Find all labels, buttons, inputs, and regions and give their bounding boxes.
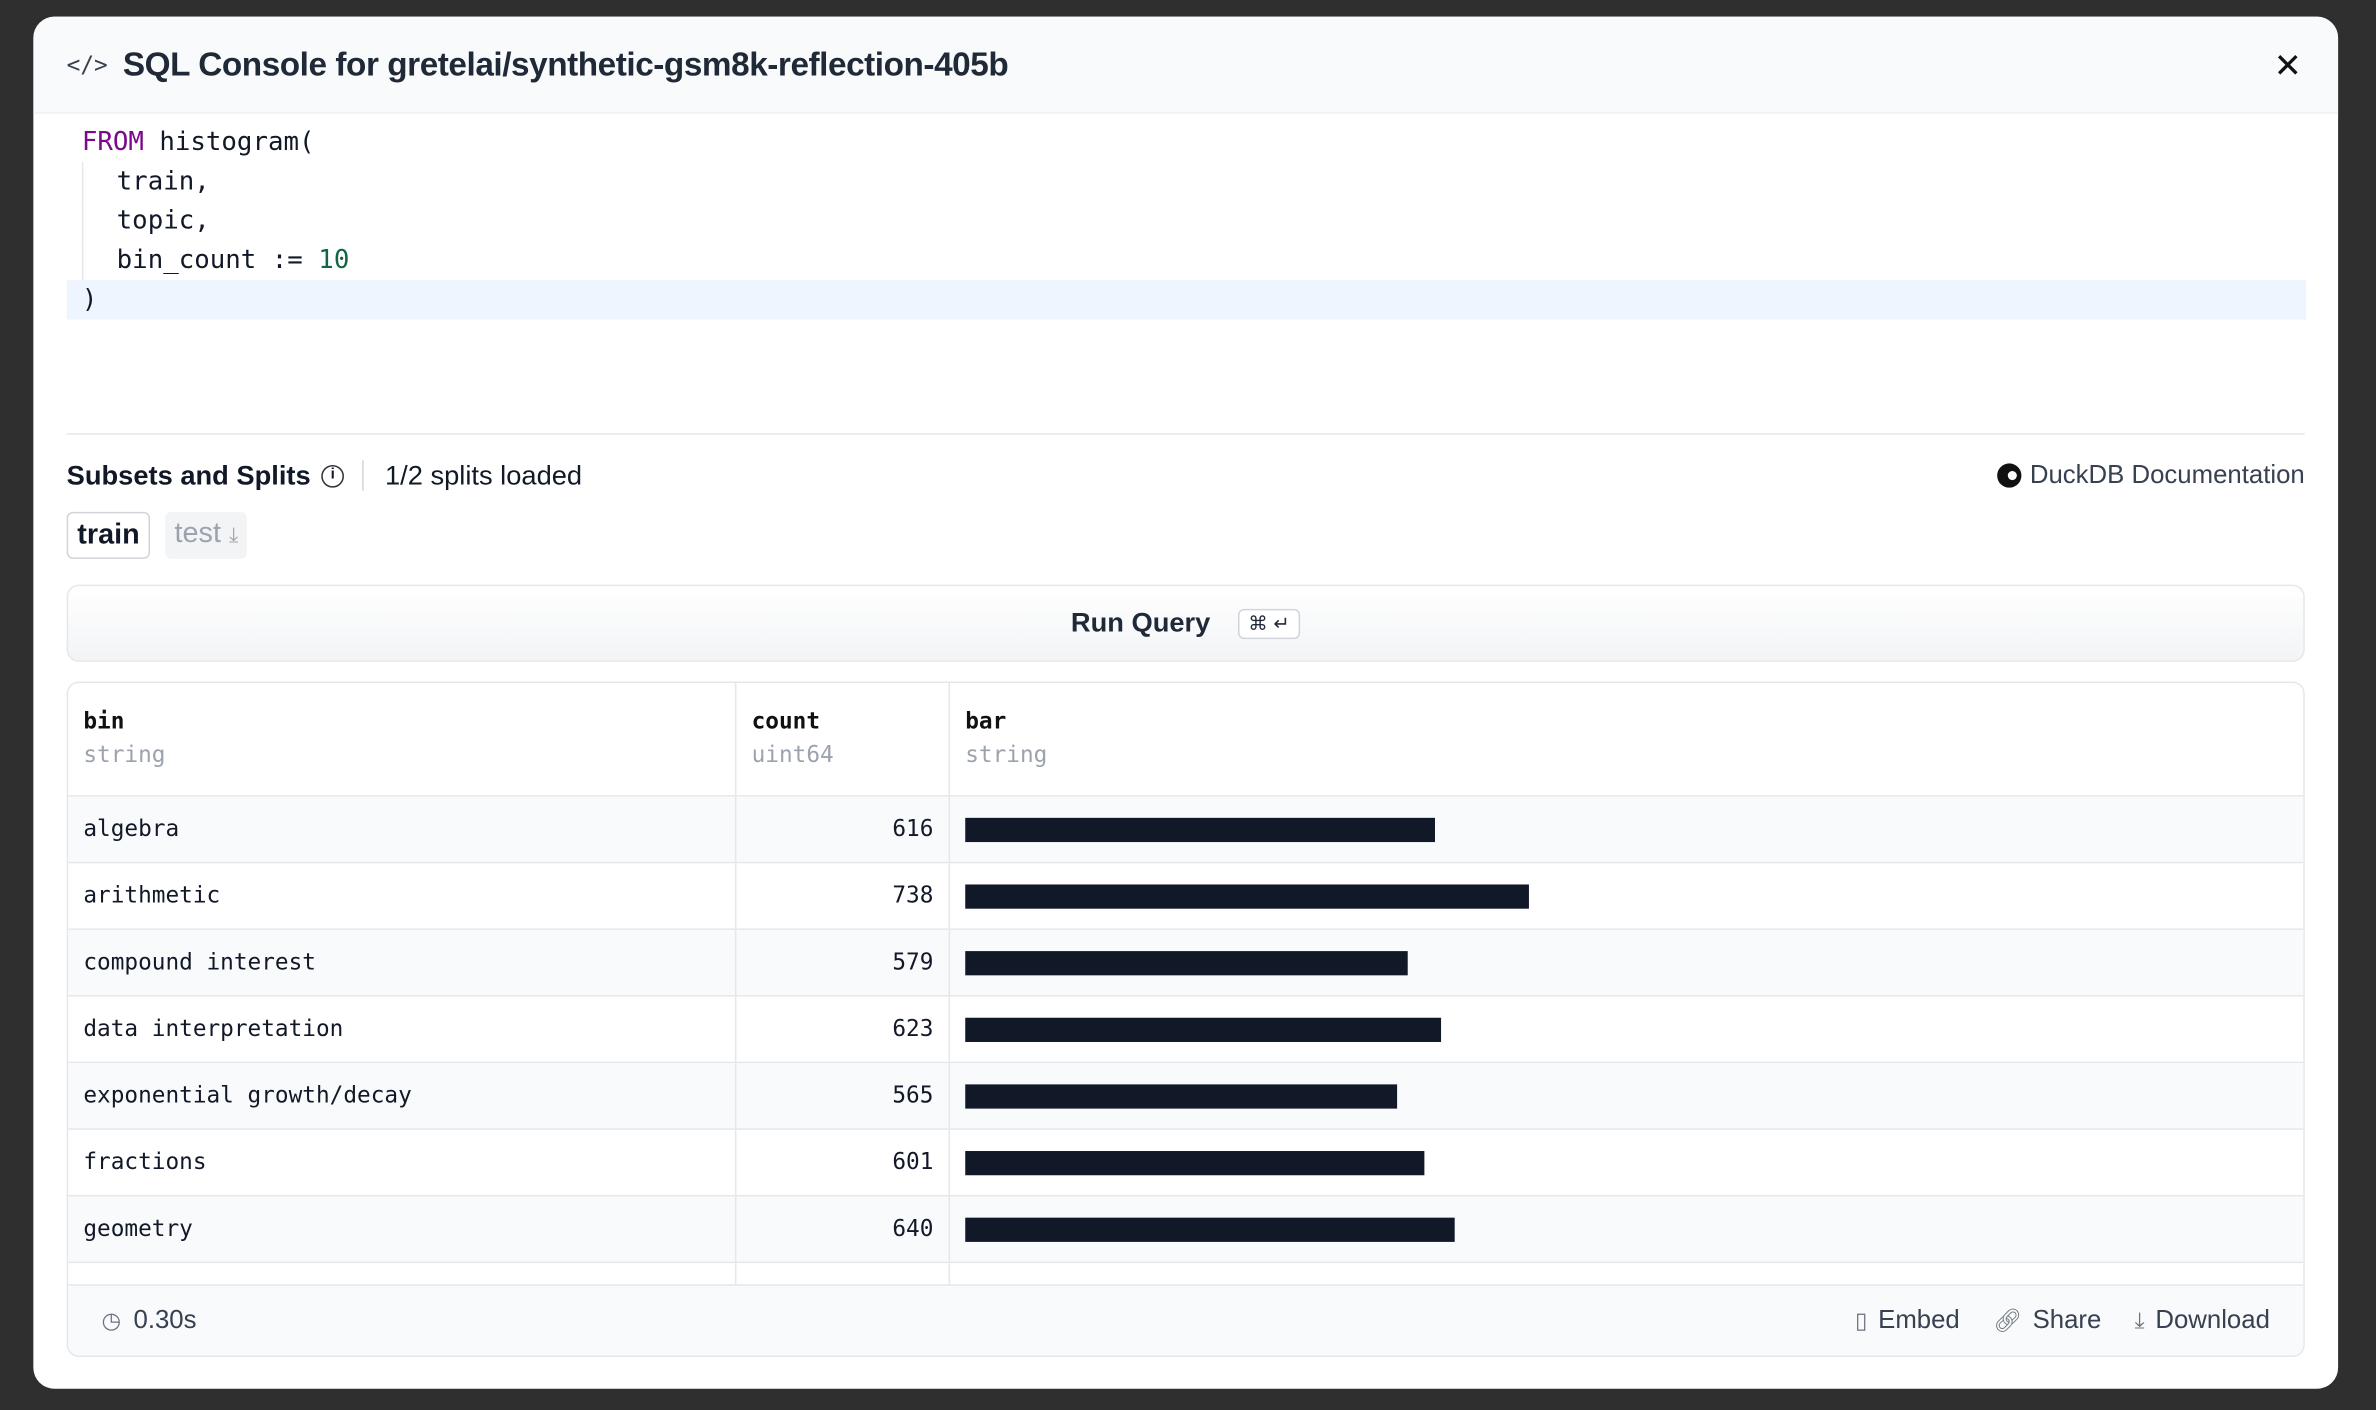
histogram-bar bbox=[965, 1283, 1568, 1285]
cell-bar bbox=[950, 1130, 2303, 1195]
histogram-bar bbox=[965, 1216, 1455, 1242]
link-icon: 🔗︎ bbox=[1993, 1308, 2022, 1335]
column-name: count bbox=[751, 707, 821, 735]
column-header-count[interactable]: count uint64 bbox=[736, 683, 951, 796]
download-icon: ⤓ bbox=[2134, 1307, 2145, 1334]
column-type: string bbox=[965, 740, 1048, 768]
download-button[interactable]: ⤓ Download bbox=[2135, 1305, 2270, 1335]
code-line: bin_count := 10 bbox=[81, 240, 2306, 281]
cell-bar bbox=[950, 1196, 2303, 1261]
table-row[interactable]: 788 bbox=[68, 1263, 2303, 1285]
histogram-bar bbox=[965, 817, 1436, 842]
table-row[interactable]: algebra 616 bbox=[68, 796, 2304, 864]
modal-title: SQL Console for gretelai/synthetic-gsm8k… bbox=[122, 44, 1009, 83]
column-header-bar[interactable]: bar string bbox=[950, 683, 2303, 795]
column-type: uint64 bbox=[751, 740, 834, 768]
cell-bar bbox=[950, 930, 2303, 995]
download-label: Download bbox=[2155, 1305, 2270, 1335]
cell-bin: geometry bbox=[68, 1196, 737, 1262]
cell-count: 738 bbox=[736, 863, 951, 929]
modal-header: </> SQL Console for gretelai/synthetic-g… bbox=[33, 16, 2339, 114]
cell-bar bbox=[950, 1063, 2303, 1128]
cell-bin: data interpretation bbox=[68, 996, 737, 1062]
splits-status: 1/2 splits loaded bbox=[384, 459, 583, 490]
cell-count: 579 bbox=[736, 929, 951, 996]
cell-bar bbox=[950, 863, 2303, 928]
cell-count: 788 bbox=[736, 1263, 951, 1285]
table-row[interactable]: arithmetic 738 bbox=[68, 863, 2304, 930]
code-line-active: ) bbox=[66, 280, 2307, 320]
code-text: train, bbox=[116, 166, 210, 197]
histogram-bar bbox=[965, 950, 1408, 975]
sql-console-modal: </> SQL Console for gretelai/synthetic-g… bbox=[33, 16, 2339, 1389]
cell-count: 601 bbox=[736, 1129, 951, 1195]
cell-bar bbox=[950, 1263, 2303, 1285]
column-name: bin bbox=[83, 707, 125, 735]
code-icon: </> bbox=[66, 50, 108, 78]
subsets-label: Subsets and Splits bbox=[66, 459, 311, 490]
split-test[interactable]: test ⤓ bbox=[165, 511, 248, 559]
cell-count: 623 bbox=[736, 996, 951, 1062]
table-body[interactable]: algebra 616 arithmetic 738 compound inte… bbox=[68, 796, 2304, 1285]
results-footer: ◷ 0.30s ▯ Embed 🔗︎ Share ⤓ Download bbox=[68, 1284, 2304, 1356]
cell-bin: compound interest bbox=[68, 929, 737, 996]
run-query-button[interactable]: Run Query ⌘ ↵ bbox=[66, 584, 2305, 662]
split-train[interactable]: train bbox=[66, 511, 151, 559]
separator bbox=[362, 460, 364, 491]
code-text: histogram( bbox=[143, 127, 315, 158]
column-name: bar bbox=[965, 707, 1007, 735]
cell-bin: fractions bbox=[68, 1129, 737, 1195]
info-icon[interactable]: i bbox=[321, 464, 345, 487]
close-icon[interactable]: ✕ bbox=[2273, 46, 2302, 85]
table-header: bin string count uint64 bar string bbox=[68, 683, 2304, 797]
histogram-bar bbox=[965, 883, 1529, 908]
code-line: topic, bbox=[81, 201, 2306, 241]
cell-bin: exponential growth/decay bbox=[68, 1063, 737, 1129]
table-row[interactable]: geometry 640 bbox=[68, 1196, 2304, 1264]
cell-count: 640 bbox=[736, 1196, 951, 1262]
embed-button[interactable]: ▯ Embed bbox=[1855, 1305, 1960, 1335]
cell-bin: algebra bbox=[68, 796, 737, 862]
histogram-bar bbox=[965, 1150, 1425, 1175]
query-time: 0.30s bbox=[133, 1305, 197, 1335]
cell-count: 616 bbox=[736, 796, 951, 862]
split-test-label: test bbox=[174, 517, 221, 550]
divider bbox=[66, 433, 2305, 435]
duckdb-docs-label: DuckDB Documentation bbox=[2029, 460, 2305, 490]
split-tabs: train test ⤓ bbox=[66, 511, 248, 559]
column-type: string bbox=[83, 740, 166, 768]
code-line: FROM histogram( bbox=[67, 123, 2307, 162]
histogram-bar bbox=[965, 1016, 1442, 1042]
code-line: train, bbox=[81, 162, 2306, 202]
keyboard-shortcut: ⌘ ↵ bbox=[1237, 608, 1301, 639]
share-button[interactable]: 🔗︎ Share bbox=[1993, 1305, 2101, 1335]
sql-editor[interactable]: FROM histogram( train, topic, bin_count … bbox=[66, 123, 2307, 320]
column-header-bin[interactable]: bin string bbox=[68, 683, 737, 796]
run-query-label: Run Query bbox=[1070, 607, 1211, 638]
table-row[interactable]: compound interest 579 bbox=[68, 929, 2304, 997]
embed-label: Embed bbox=[1878, 1305, 1960, 1335]
download-icon: ⤓ bbox=[228, 522, 239, 547]
code-number: 10 bbox=[318, 245, 350, 276]
table-row[interactable]: fractions 601 bbox=[68, 1129, 2304, 1197]
clock-icon: ◷ bbox=[101, 1308, 122, 1335]
histogram-bar bbox=[965, 1083, 1397, 1108]
cell-bar bbox=[950, 997, 2303, 1062]
code-text: topic, bbox=[116, 205, 210, 237]
code-keyword: FROM bbox=[81, 127, 144, 158]
cell-bin bbox=[68, 1263, 737, 1285]
cell-bar bbox=[950, 797, 2303, 862]
duckdb-icon bbox=[1996, 463, 2021, 488]
table-row[interactable]: exponential growth/decay 565 bbox=[68, 1063, 2304, 1130]
results-table: bin string count uint64 bar string algebra … bbox=[66, 681, 2305, 1357]
code-text: ) bbox=[81, 284, 98, 316]
share-label: Share bbox=[2032, 1305, 2102, 1335]
cell-bin: arithmetic bbox=[68, 863, 737, 929]
duckdb-docs-link[interactable]: DuckDB Documentation bbox=[1996, 456, 2305, 495]
table-row[interactable]: data interpretation 623 bbox=[68, 996, 2304, 1064]
code-text: bin_count := bbox=[116, 245, 319, 276]
subsets-header: Subsets and Splits i 1/2 splits loaded bbox=[67, 456, 582, 495]
embed-icon: ▯ bbox=[1855, 1308, 1868, 1335]
cell-count: 565 bbox=[736, 1063, 951, 1129]
